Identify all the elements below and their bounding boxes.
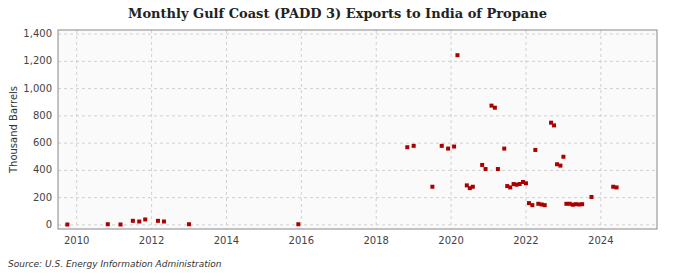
y-tick-label: 1,400 bbox=[23, 28, 52, 39]
point bbox=[137, 220, 141, 224]
x-tick-label: 2022 bbox=[513, 235, 538, 246]
point bbox=[558, 164, 562, 168]
annotation: Source: U.S. Energy Information Administ… bbox=[8, 259, 222, 269]
point bbox=[615, 185, 619, 189]
y-tick-label: 600 bbox=[33, 137, 52, 148]
point bbox=[552, 123, 556, 127]
y-grid-line bbox=[58, 61, 657, 62]
point bbox=[131, 219, 135, 223]
y-grid-line bbox=[58, 88, 657, 89]
plot-area bbox=[58, 30, 657, 229]
points bbox=[65, 53, 618, 226]
point bbox=[533, 148, 537, 152]
y-tick-label: 800 bbox=[33, 110, 52, 121]
y-tick-label: 1,000 bbox=[23, 83, 52, 94]
point bbox=[162, 220, 166, 224]
y-grid-line bbox=[58, 170, 657, 171]
x-tick-label: 2014 bbox=[214, 235, 239, 246]
point bbox=[496, 167, 500, 171]
point bbox=[530, 203, 534, 207]
point bbox=[440, 144, 444, 148]
point bbox=[430, 185, 434, 189]
point bbox=[119, 223, 123, 227]
x-grid-line bbox=[226, 30, 227, 229]
point bbox=[405, 145, 409, 149]
x-grid-line bbox=[151, 30, 152, 229]
grid bbox=[58, 30, 657, 229]
y-grid-line bbox=[58, 197, 657, 198]
y-tick-label: 0 bbox=[46, 219, 52, 230]
point bbox=[484, 167, 488, 171]
x-tick-label: 2020 bbox=[438, 235, 463, 246]
y-grid-line bbox=[58, 143, 657, 144]
point bbox=[480, 163, 484, 167]
x-grid-line bbox=[376, 30, 377, 229]
y-grid-line bbox=[58, 115, 657, 116]
point bbox=[589, 195, 593, 199]
y-tick-label: 400 bbox=[33, 164, 52, 175]
point bbox=[524, 181, 528, 185]
point bbox=[446, 147, 450, 151]
x-tick-label: 2012 bbox=[139, 235, 164, 246]
x-grid-line bbox=[451, 30, 452, 229]
x-grid-line bbox=[525, 30, 526, 229]
point bbox=[412, 144, 416, 148]
point bbox=[471, 185, 475, 189]
point bbox=[561, 155, 565, 159]
chart: 0 200 400 600 800 1,000 1,200 1,400 2010 2012 2014… bbox=[0, 0, 675, 275]
x-tick-label: 2010 bbox=[64, 235, 89, 246]
point bbox=[65, 223, 69, 227]
point bbox=[143, 217, 147, 221]
x-grid-line bbox=[600, 30, 601, 229]
y-axis-label: Thousand Barrels bbox=[8, 86, 19, 174]
point bbox=[106, 222, 110, 226]
point bbox=[455, 53, 459, 57]
point bbox=[580, 202, 584, 206]
point bbox=[502, 147, 506, 151]
x-tick-label: 2016 bbox=[289, 235, 314, 246]
point bbox=[543, 203, 547, 207]
title: Monthly Gulf Coast (PADD 3) Exports to I… bbox=[128, 6, 547, 21]
y-grid-line bbox=[58, 224, 657, 225]
y-tick-label: 1,200 bbox=[23, 55, 52, 66]
y-tick-label: 200 bbox=[33, 192, 52, 203]
x-tick-label: 2018 bbox=[363, 235, 388, 246]
plot-frame bbox=[58, 30, 657, 229]
x-grid-line bbox=[76, 30, 77, 229]
x-grid-line bbox=[301, 30, 302, 229]
point bbox=[156, 219, 160, 223]
point bbox=[187, 222, 191, 226]
y-grid-line bbox=[58, 34, 657, 35]
x-tick-label: 2024 bbox=[588, 235, 613, 246]
point bbox=[493, 106, 497, 110]
point bbox=[508, 185, 512, 189]
point bbox=[296, 222, 300, 226]
point bbox=[452, 145, 456, 149]
